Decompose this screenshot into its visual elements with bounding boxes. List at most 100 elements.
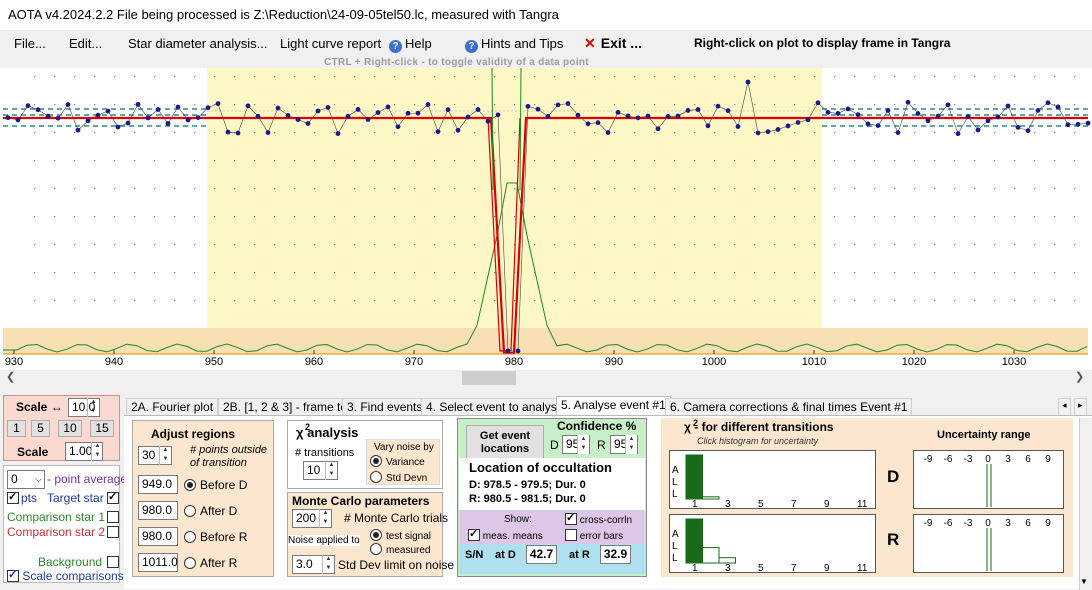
data-point[interactable]	[165, 121, 171, 126]
data-point[interactable]	[475, 107, 481, 112]
menu-exit[interactable]: ✕ Exit ...	[584, 35, 642, 51]
data-point[interactable]	[485, 118, 491, 124]
chi2-histogram-r[interactable]: A L L 1 3 5 7 9 11	[669, 514, 876, 574]
data-point[interactable]	[975, 127, 981, 133]
tab-find-events[interactable]: 3. Find events	[342, 398, 428, 415]
confidence-r-spinner[interactable]: ▲ ▼	[625, 435, 637, 454]
data-point[interactable]	[525, 103, 531, 109]
data-point[interactable]	[495, 112, 501, 118]
data-point[interactable]	[45, 113, 51, 119]
data-point[interactable]	[1075, 121, 1081, 127]
after-d-input[interactable]: 980.0	[138, 501, 178, 520]
histogram-bar[interactable]	[718, 557, 736, 564]
before-d-radio[interactable]: Before D	[184, 478, 247, 492]
cross-corr-checkbox[interactable]: cross-corrln	[565, 511, 632, 526]
data-point[interactable]	[935, 113, 941, 119]
data-point[interactable]	[925, 118, 931, 124]
data-point[interactable]	[795, 120, 801, 125]
scroll-thumb[interactable]	[462, 371, 516, 385]
data-point[interactable]	[695, 107, 701, 112]
menu-hints[interactable]: ? Hints and Tips	[465, 36, 563, 53]
tab-select-event[interactable]: 4. Select event to analyse	[421, 398, 569, 415]
data-point[interactable]	[1005, 103, 1011, 109]
data-point[interactable]	[625, 113, 631, 119]
noise-measured-radio[interactable]: measured	[370, 543, 430, 556]
data-point[interactable]	[515, 348, 521, 354]
tab-frame-test[interactable]: 2B. [1, 2 & 3] - frame test	[218, 398, 362, 415]
data-point[interactable]	[555, 102, 561, 108]
data-point[interactable]	[175, 104, 181, 110]
before-d-input[interactable]: 949.0	[138, 475, 178, 494]
data-point[interactable]	[305, 121, 311, 126]
data-point[interactable]	[155, 107, 161, 112]
data-point[interactable]	[815, 100, 821, 106]
data-point[interactable]	[245, 103, 251, 109]
data-point[interactable]	[875, 123, 881, 128]
meas-means-checkbox[interactable]: meas. means	[468, 527, 543, 542]
data-point[interactable]	[535, 106, 541, 112]
data-point[interactable]	[295, 117, 301, 123]
data-point[interactable]	[585, 121, 591, 127]
data-point[interactable]	[345, 113, 351, 119]
data-point[interactable]	[545, 114, 551, 119]
after-d-radio[interactable]: After D	[184, 504, 237, 518]
data-point[interactable]	[955, 131, 961, 137]
stddev-spinner[interactable]: ▲ ▼	[322, 555, 334, 574]
tab-scroll-right[interactable]: ▸	[1074, 398, 1087, 415]
transitions-spinner[interactable]: ▲ ▼	[325, 461, 337, 480]
before-r-radio[interactable]: Before R	[184, 530, 247, 544]
before-r-input[interactable]: 980.0	[138, 527, 178, 546]
scale-button-15[interactable]: 15	[90, 420, 114, 437]
data-point[interactable]	[415, 110, 421, 116]
data-point[interactable]	[645, 113, 651, 119]
data-point[interactable]	[115, 124, 121, 130]
confidence-d-spinner[interactable]: ▲ ▼	[577, 435, 589, 454]
data-point[interactable]	[65, 102, 71, 107]
data-point[interactable]	[675, 113, 681, 119]
menu-file[interactable]: File...	[14, 36, 46, 51]
after-r-input[interactable]: 1011.0	[138, 553, 178, 572]
scale-v-spinner[interactable]: ▲ ▼	[91, 442, 103, 461]
data-point[interactable]	[215, 101, 221, 107]
data-point[interactable]	[255, 113, 261, 119]
scale-h-input[interactable]: 10.0	[68, 398, 100, 417]
background-checkbox[interactable]	[107, 556, 119, 568]
data-point[interactable]	[835, 111, 841, 116]
data-point[interactable]	[55, 115, 61, 121]
target-star-checkbox[interactable]	[107, 490, 119, 504]
histogram-bar[interactable]	[685, 518, 703, 564]
data-point[interactable]	[75, 127, 81, 133]
menu-star-diameter[interactable]: Star diameter analysis...	[128, 36, 268, 51]
data-point[interactable]	[635, 115, 641, 121]
data-point[interactable]	[125, 120, 131, 126]
data-point[interactable]	[905, 99, 911, 105]
points-outside-spinner[interactable]: ▲ ▼	[159, 446, 171, 465]
data-point[interactable]	[105, 108, 111, 114]
stddev-limit-input[interactable]: 3.0	[292, 555, 335, 574]
histogram-bar[interactable]	[685, 454, 703, 500]
data-point[interactable]	[725, 108, 731, 114]
data-point[interactable]	[5, 115, 11, 121]
data-point[interactable]	[765, 129, 771, 135]
data-point[interactable]	[25, 103, 31, 109]
scale-button-5[interactable]: 5	[31, 420, 50, 437]
scale-button-1[interactable]: 1	[7, 420, 26, 437]
after-r-radio[interactable]: After R	[184, 556, 237, 570]
chi2-histogram-d[interactable]: A L L 1 3 5 7 9 11	[669, 450, 876, 510]
vary-stddev-radio[interactable]: Std Devn	[370, 471, 427, 484]
data-point[interactable]	[235, 130, 241, 136]
scroll-right-arrow[interactable]: ❯	[1075, 371, 1085, 383]
data-point[interactable]	[745, 79, 751, 85]
data-point[interactable]	[985, 118, 991, 124]
data-point[interactable]	[565, 101, 571, 106]
data-point[interactable]	[715, 103, 721, 109]
data-point[interactable]	[965, 114, 971, 120]
transitions-input[interactable]: 10	[303, 461, 338, 480]
tab-scroll-left[interactable]: ◂	[1058, 398, 1071, 415]
data-point[interactable]	[1035, 108, 1041, 113]
data-point[interactable]	[685, 108, 691, 113]
data-point[interactable]	[285, 113, 291, 118]
data-point[interactable]	[205, 105, 211, 111]
data-point[interactable]	[705, 123, 711, 129]
tab-fourier[interactable]: 2A. Fourier plot	[126, 398, 219, 415]
